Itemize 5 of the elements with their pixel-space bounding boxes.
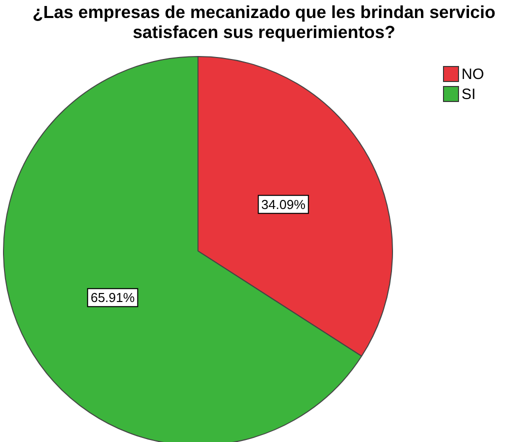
legend-label: SI xyxy=(462,86,476,102)
data-label: 34.09% xyxy=(261,196,306,212)
legend-label: NO xyxy=(462,66,484,82)
chart-title: ¿Las empresas de mecanizado que les brindan servicio satisfacen sus requerimientos? xyxy=(32,2,496,42)
data-label: 65.91% xyxy=(90,290,136,306)
